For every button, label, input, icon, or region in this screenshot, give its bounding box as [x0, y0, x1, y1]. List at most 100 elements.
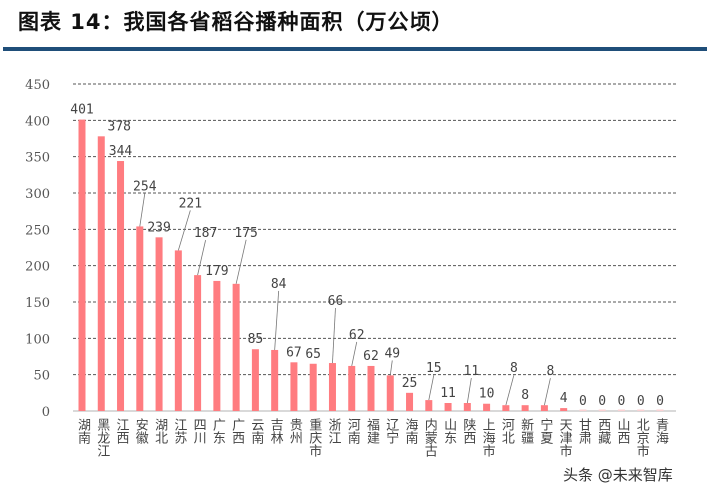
data-label: 0 [656, 394, 664, 409]
x-tick-label: 江苏 [171, 418, 187, 444]
data-label: 221 [179, 196, 202, 211]
x-tick-label: 河北 [498, 418, 514, 444]
x-tick-label: 西藏 [595, 418, 611, 444]
x-tick-label: 内蒙古 [421, 418, 437, 457]
y-tick-label: 200 [25, 260, 50, 275]
leader-line [197, 240, 206, 276]
bar [617, 409, 625, 411]
data-label: 8 [510, 361, 518, 376]
bar [348, 365, 356, 411]
x-tick-label: 福建 [364, 418, 379, 444]
x-tick-label: 吉林 [267, 418, 283, 444]
y-tick-label: 100 [25, 332, 50, 347]
x-tick-label: 海南 [402, 418, 418, 444]
x-tick-label: 辽宁 [383, 418, 399, 444]
bar [579, 409, 587, 411]
leader-line [505, 375, 515, 406]
data-label: 62 [349, 328, 365, 343]
data-label: 8 [546, 364, 554, 379]
bar [328, 363, 336, 411]
x-tick-label: 黑龙江 [94, 418, 110, 457]
leader-line [428, 375, 435, 401]
leader-line [466, 377, 472, 404]
data-label: 254 [133, 179, 157, 194]
y-tick-label: 350 [25, 151, 50, 166]
bar [271, 349, 279, 411]
data-label: 8 [521, 388, 529, 403]
x-tick-label: 北京市 [633, 418, 649, 457]
x-tick-label: 重庆市 [306, 418, 322, 457]
data-label: 65 [305, 347, 321, 362]
data-label: 0 [637, 394, 645, 409]
x-tick-label: 贵州 [286, 418, 302, 444]
data-label: 175 [234, 226, 257, 241]
data-label: 0 [598, 394, 606, 409]
bar [444, 403, 452, 411]
data-label: 0 [618, 394, 626, 409]
bar [502, 405, 510, 411]
x-tick-label: 上海市 [479, 418, 495, 457]
x-tick-label: 陕西 [460, 418, 476, 444]
x-tick-label: 山东 [441, 418, 457, 444]
x-tick-label: 新疆 [518, 418, 534, 444]
bar [656, 409, 664, 411]
bar [194, 275, 202, 411]
data-label: 25 [402, 376, 418, 391]
figure-title: 图表 14：我国各省稻谷播种面积（万公顷） [18, 10, 454, 34]
leader-line [332, 308, 336, 364]
data-label: 15 [426, 361, 442, 376]
bar [136, 226, 144, 411]
data-label: 84 [271, 277, 287, 292]
bar [251, 349, 259, 411]
leader-line [235, 239, 247, 284]
y-tick-label: 0 [42, 405, 50, 420]
x-tick-label: 云南 [248, 418, 264, 444]
bar [309, 363, 317, 411]
bar [540, 405, 548, 411]
x-tick-label: 浙江 [325, 418, 341, 444]
bar [213, 280, 221, 411]
bar [598, 409, 606, 411]
bar [521, 405, 529, 411]
x-tick-label: 湖南 [75, 418, 90, 444]
bar [97, 136, 105, 411]
data-label: 4 [560, 391, 568, 406]
leader-line [139, 193, 146, 227]
data-label: 10 [479, 387, 495, 402]
x-tick-label: 河南 [344, 418, 360, 444]
data-label: 239 [147, 220, 170, 235]
data-label: 344 [109, 144, 133, 159]
x-tick-label: 甘肃 [575, 418, 591, 444]
bar [483, 403, 491, 411]
leader-line [389, 360, 393, 376]
x-tick-label: 宁夏 [537, 418, 553, 444]
y-tick-label: 150 [25, 296, 50, 311]
x-tick-label: 四川 [190, 418, 206, 444]
leader-line [274, 290, 280, 350]
data-label: 67 [286, 345, 302, 360]
y-tick-label: 300 [25, 187, 50, 202]
bar [560, 408, 568, 411]
data-label: 378 [108, 119, 131, 134]
bar [117, 161, 125, 411]
y-tick-label: 50 [33, 369, 50, 384]
x-tick-label: 天津市 [556, 418, 572, 457]
data-label: 179 [205, 264, 228, 279]
bar [78, 119, 86, 412]
bar [367, 365, 375, 411]
x-tick-label: 江西 [113, 418, 129, 444]
leader-line [351, 341, 358, 367]
watermark: 头条 @未来智库 [563, 466, 673, 484]
leader-line [177, 210, 191, 251]
data-label: 85 [248, 332, 264, 347]
y-tick-label: 400 [25, 114, 50, 129]
x-tick-label: 青海 [653, 418, 668, 444]
data-label: 11 [440, 386, 456, 401]
x-tick-label: 安徽 [132, 418, 148, 444]
data-label: 0 [579, 394, 587, 409]
data-label: 66 [328, 294, 344, 309]
bar [174, 250, 182, 411]
y-tick-label: 250 [25, 223, 50, 238]
